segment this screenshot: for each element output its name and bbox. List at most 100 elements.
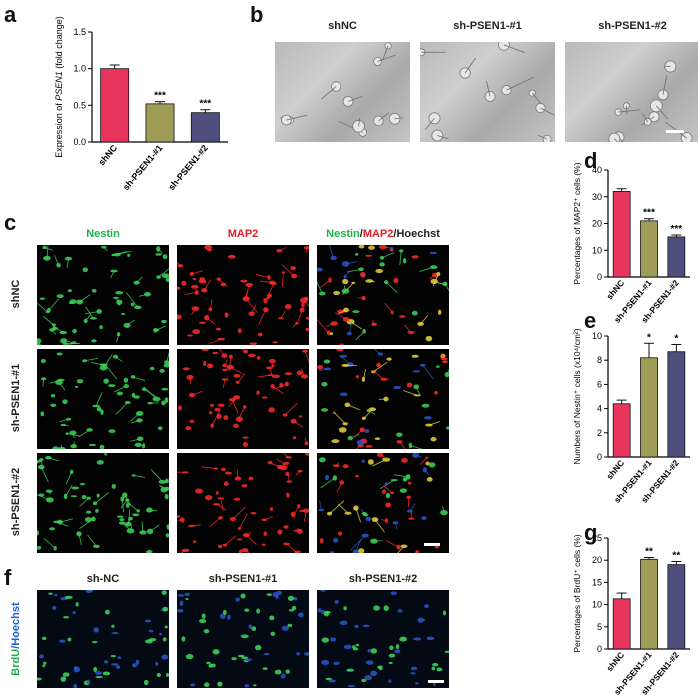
panel-f-col-title-3: sh-PSEN1-#2 — [348, 573, 418, 585]
bar-sh-PSEN1-#2 — [190, 112, 220, 143]
panel-f-row-title: BrdU/Hoechst — [10, 599, 22, 679]
panel-f-col-title-1: sh-NC — [86, 573, 120, 585]
phase-contrast-image-shnc-texture — [279, 42, 404, 137]
merge-image-sh-psen1-1 — [317, 349, 449, 449]
y-tick-label: 0 — [597, 452, 602, 462]
phase-contrast-image-sh-psen1-1-texture — [420, 42, 555, 142]
panel-letter-e: e — [584, 308, 597, 333]
row-label-sep: / — [10, 645, 22, 649]
y-tick-label: 10 — [592, 245, 602, 255]
panel-b-scale-bar — [666, 130, 684, 133]
map2-image-shnc — [177, 245, 309, 345]
merge-label-nestin: Nestin — [326, 228, 360, 240]
x-tick-label: shNC — [96, 142, 119, 167]
brdu-image-sh-psen1-1-texture — [177, 590, 309, 688]
nestin-image-shnc-texture — [37, 245, 169, 345]
bar-shNC — [612, 403, 631, 458]
merge-label-hoechst: Hoechst — [396, 228, 440, 240]
y-tick-label: 1.5 — [73, 27, 86, 37]
y-tick-label: 0 — [597, 272, 602, 282]
significance-marker: ** — [672, 551, 680, 562]
map2-image-sh-psen1-2-texture — [177, 453, 309, 553]
x-tick-label: shNC — [604, 650, 626, 673]
merge-image-sh-psen1-2 — [317, 453, 449, 553]
phase-contrast-image-shnc — [275, 42, 410, 142]
panel-b-col-title-3: sh-PSEN1-#2 — [598, 20, 667, 32]
panel-f-col-title-2: sh-PSEN1-#1 — [208, 573, 278, 585]
nestin-image-shnc — [37, 245, 169, 345]
y-tick-label: 0.0 — [73, 137, 86, 147]
y-axis-label: Percentages of BrdU⁺ cells (%) — [572, 534, 582, 653]
y-tick-label: 20 — [592, 219, 602, 229]
panel-letter-c: c — [4, 210, 17, 235]
y-tick-label: 15 — [592, 577, 602, 587]
merge-image-shnc-texture — [317, 245, 449, 345]
bar-sh-PSEN1-#1 — [640, 357, 658, 458]
merge-label-map2: MAP2 — [362, 228, 394, 240]
bar-shNC — [100, 68, 130, 143]
y-axis-label: Percentages of MAP2⁺ cells (%) — [572, 162, 582, 284]
y-tick-label: 0 — [597, 644, 602, 654]
panel-letter-d: d — [584, 148, 598, 173]
y-axis-label-gene: PSEN1 — [54, 71, 64, 101]
panel-letter-b: b — [250, 2, 264, 27]
y-tick-label: 30 — [592, 192, 602, 202]
y-tick-label: 1.0 — [73, 64, 86, 74]
y-axis-label-prefix: Expression of — [54, 101, 64, 158]
merge-image-sh-psen1-1-texture — [317, 349, 449, 449]
panel-c-row-title-shnc: shNC — [10, 279, 22, 309]
significance-marker: *** — [154, 91, 166, 102]
chart-e: 0246810shNC*sh-PSEN1-#1*sh-PSEN1-#2Numbe… — [572, 328, 690, 505]
significance-marker: * — [647, 332, 651, 343]
bar-shNC — [612, 190, 631, 278]
panel-c-scale-bar — [424, 543, 440, 546]
nestin-image-sh-psen1-2-texture — [37, 453, 169, 553]
bar-sh-PSEN1-#2 — [667, 351, 686, 458]
merge-label-sep-1: / — [359, 228, 363, 240]
chart-g: 0510152025shNC**sh-PSEN1-#1**sh-PSEN1-#2… — [572, 533, 690, 697]
x-tick-label: sh-PSEN1-#1 — [121, 143, 165, 192]
phase-contrast-image-sh-psen1-2 — [565, 42, 698, 142]
panel-c-row-title-sh-psen1-1: sh-PSEN1-#1 — [10, 363, 22, 433]
map2-image-sh-psen1-1 — [177, 349, 309, 449]
significance-marker: *** — [670, 224, 682, 235]
panel-b-col-title-2: sh-PSEN1-#1 — [453, 20, 522, 32]
panel-f-scale-bar — [428, 680, 444, 683]
panel-c-col-title-nestin: Nestin — [86, 228, 120, 240]
panel-letter-g: g — [584, 520, 598, 545]
y-tick-label: 10 — [592, 331, 602, 341]
y-tick-label: 0.5 — [73, 100, 86, 110]
y-tick-label: 40 — [592, 165, 602, 175]
panel-c-col-title-map2: MAP2 — [227, 228, 259, 240]
y-tick-label: 25 — [592, 533, 602, 543]
significance-marker: *** — [643, 208, 655, 219]
merge-image-shnc — [317, 245, 449, 345]
phase-contrast-image-sh-psen1-1 — [420, 42, 555, 142]
brdu-image-sh-nc — [37, 590, 169, 688]
y-tick-label: 8 — [597, 355, 602, 365]
y-tick-label: 5 — [597, 622, 602, 632]
bar-sh-PSEN1-#1 — [640, 558, 658, 650]
y-axis-label: Expression of PSEN1 (fold change) — [54, 16, 64, 158]
significance-marker: ** — [645, 547, 653, 558]
map2-image-sh-psen1-2 — [177, 453, 309, 553]
significance-marker: * — [674, 333, 678, 344]
panel-c-col-title-merge: Nestin/MAP2/Hoechst — [317, 228, 449, 240]
map2-image-shnc-texture — [177, 245, 309, 345]
brdu-image-sh-psen1-2 — [317, 590, 449, 688]
row-label-brdu: BrdU — [10, 648, 22, 676]
nestin-image-sh-psen1-2 — [37, 453, 169, 553]
chart-a: 0.0 0.5 1.0 1.5 shNC *** sh-PSEN1-#1 *** sh-PSEN… — [54, 16, 228, 192]
brdu-image-sh-nc-texture — [37, 590, 169, 688]
y-tick-label: 2 — [597, 428, 602, 438]
map2-image-sh-psen1-1-texture — [178, 349, 309, 448]
bar-shNC — [612, 598, 631, 650]
x-tick-label: shNC — [604, 458, 626, 481]
y-tick-label: 20 — [592, 555, 602, 565]
nestin-image-sh-psen1-1 — [37, 349, 169, 449]
panel-b-col-title-1: shNC — [328, 20, 357, 32]
merge-image-sh-psen1-2-texture — [318, 453, 448, 553]
panel-c-row-title-sh-psen1-2: sh-PSEN1-#2 — [10, 467, 22, 537]
panel-letter-a: a — [4, 2, 17, 27]
bar-sh-PSEN1-#1 — [145, 103, 175, 143]
